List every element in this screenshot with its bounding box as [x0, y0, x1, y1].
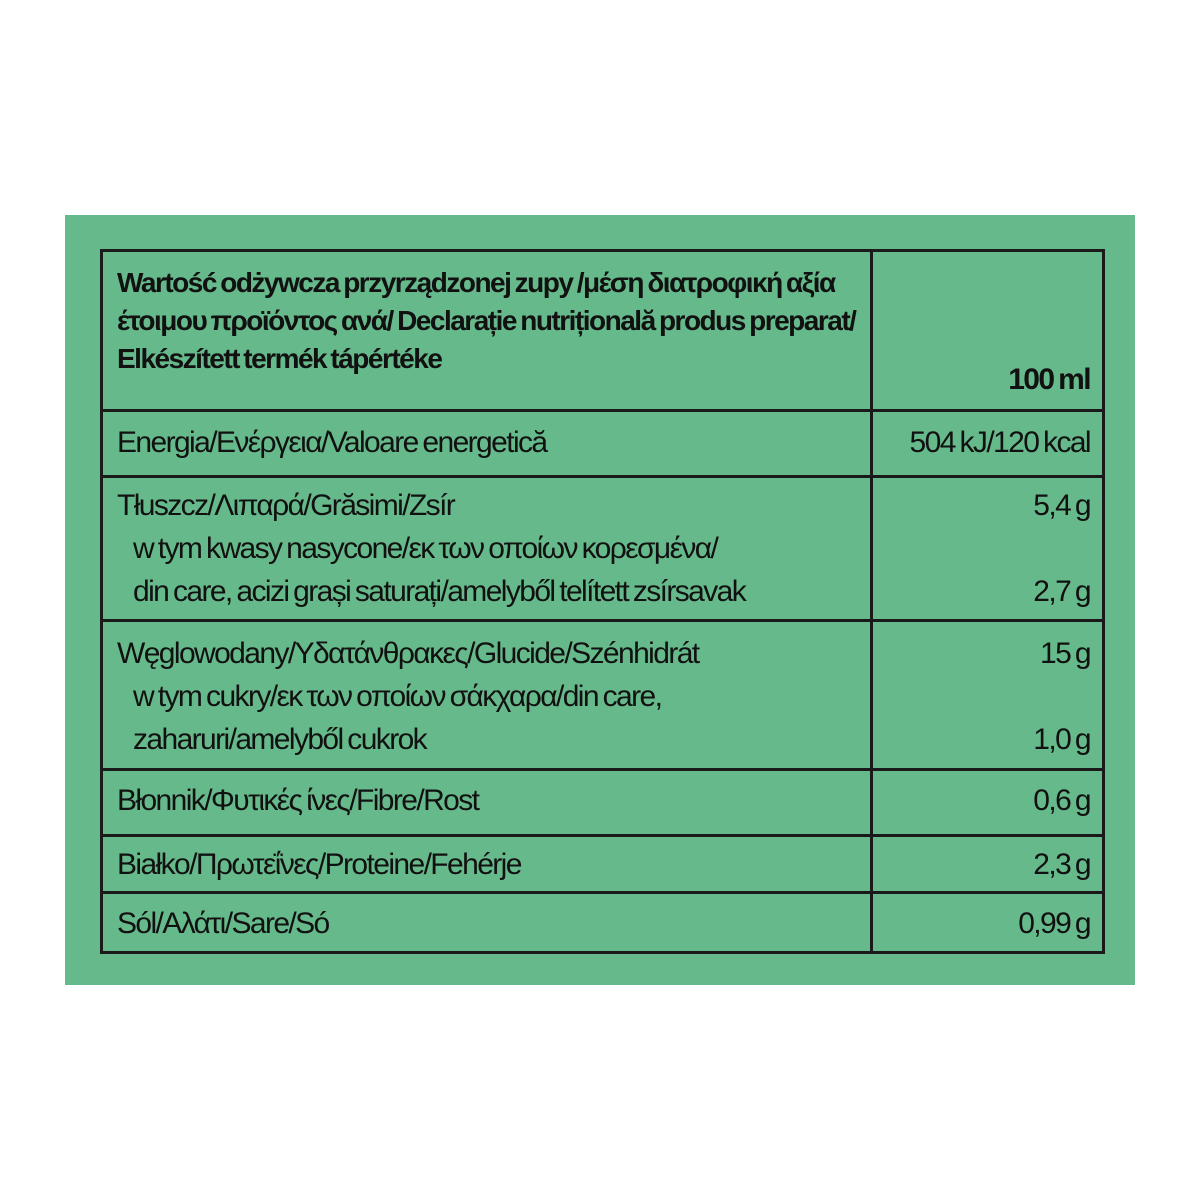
nutrient-value: 504 kJ/120 kcal — [909, 426, 1092, 459]
header-line: Elkészített termék tápértéke — [117, 343, 443, 374]
nutrient-value: 5,4 g — [1033, 489, 1091, 522]
nutrient-subvalue: 1,0 g — [1033, 723, 1091, 756]
nutrient-cell: Błonnik/Φυτικές ίνες/Fibre/Rost — [100, 768, 873, 837]
value-cell: 2,3 g — [870, 834, 1105, 894]
nutrient-value: 0,99 g — [1018, 907, 1091, 940]
table-row: Błonnik/Φυτικές ίνες/Fibre/Rost 0,6 g — [100, 768, 1105, 837]
nutrient-subvalue: 2,7 g — [1033, 575, 1091, 608]
nutrition-table: Wartość odżywcza przyrządzonej zupy /μέσ… — [100, 249, 1105, 954]
header-title: Wartość odżywcza przyrządzonej zupy /μέσ… — [117, 264, 862, 378]
value-cell: 0,6 g — [870, 768, 1105, 837]
header-title-cell: Wartość odżywcza przyrządzonej zupy /μέσ… — [100, 249, 873, 412]
nutrient-sublabel: w tym cukry/εκ των οποίων σάκχαρα/din ca… — [133, 680, 663, 713]
header-line: Wartość odżywcza przyrządzonej zupy /μέσ… — [117, 267, 836, 298]
nutrient-cell: Tłuszcz/Λιπαρά/Grăsimi/Zsír w tym kwasy … — [100, 475, 873, 622]
nutrient-value: 0,6 g — [1033, 784, 1091, 817]
nutrient-label: Węglowodany/Υδατάνθρακες/Glucide/Szénhid… — [117, 637, 700, 670]
header-unit: 100 ml — [1008, 363, 1091, 396]
table-row: Sól/Αλάτι/Sare/Só 0,99 g — [100, 891, 1105, 954]
value-cell: 15 g . 1,0 g — [870, 619, 1105, 771]
nutrient-label-group: Tłuszcz/Λιπαρά/Grăsimi/Zsír w tym kwasy … — [117, 484, 862, 613]
table-row: Energia/Ενέργεια/Valoare energetică 504 … — [100, 409, 1105, 478]
nutrient-label: Energia/Ενέργεια/Valoare energetică — [117, 426, 548, 459]
value-cell: 504 kJ/120 kcal — [870, 409, 1105, 478]
header-unit-cell: 100 ml — [870, 249, 1105, 412]
table-row: Tłuszcz/Λιπαρά/Grăsimi/Zsír w tym kwasy … — [100, 475, 1105, 622]
value-cell: 0,99 g — [870, 891, 1105, 954]
nutrient-sublabel: din care, acizi grași saturați/amelyből … — [133, 575, 747, 608]
nutrient-cell: Sól/Αλάτι/Sare/Só — [100, 891, 873, 954]
table-header-row: Wartość odżywcza przyrządzonej zupy /μέσ… — [100, 249, 1105, 412]
table-row: Węglowodany/Υδατάνθρακες/Glucide/Szénhid… — [100, 619, 1105, 771]
nutrient-value: 2,3 g — [1033, 848, 1091, 881]
nutrient-label: Białko/Πρωτεΐνες/Proteine/Fehérje — [117, 848, 522, 881]
nutrient-sublabel: w tym kwasy nasycone/εκ των οποίων κορεσ… — [133, 532, 719, 565]
nutrient-label-group: Węglowodany/Υδατάνθρακες/Glucide/Szénhid… — [117, 632, 862, 761]
nutrient-sublabel: zaharuri/amelyből cukrok — [133, 723, 428, 756]
nutrient-cell: Energia/Ενέργεια/Valoare energetică — [100, 409, 873, 478]
nutrient-label: Błonnik/Φυτικές ίνες/Fibre/Rost — [117, 784, 480, 817]
nutrient-label: Sól/Αλάτι/Sare/Só — [117, 907, 330, 940]
nutrient-cell: Białko/Πρωτεΐνες/Proteine/Fehérje — [100, 834, 873, 894]
header-line: έτοιμου προϊόντος ανά/ Declarație nutriț… — [117, 305, 857, 336]
nutrient-label: Tłuszcz/Λιπαρά/Grăsimi/Zsír — [117, 489, 456, 522]
table-row: Białko/Πρωτεΐνες/Proteine/Fehérje 2,3 g — [100, 834, 1105, 894]
nutrient-value: 15 g — [1040, 637, 1092, 670]
value-cell: 5,4 g . 2,7 g — [870, 475, 1105, 622]
nutrient-cell: Węglowodany/Υδατάνθρακες/Glucide/Szénhid… — [100, 619, 873, 771]
